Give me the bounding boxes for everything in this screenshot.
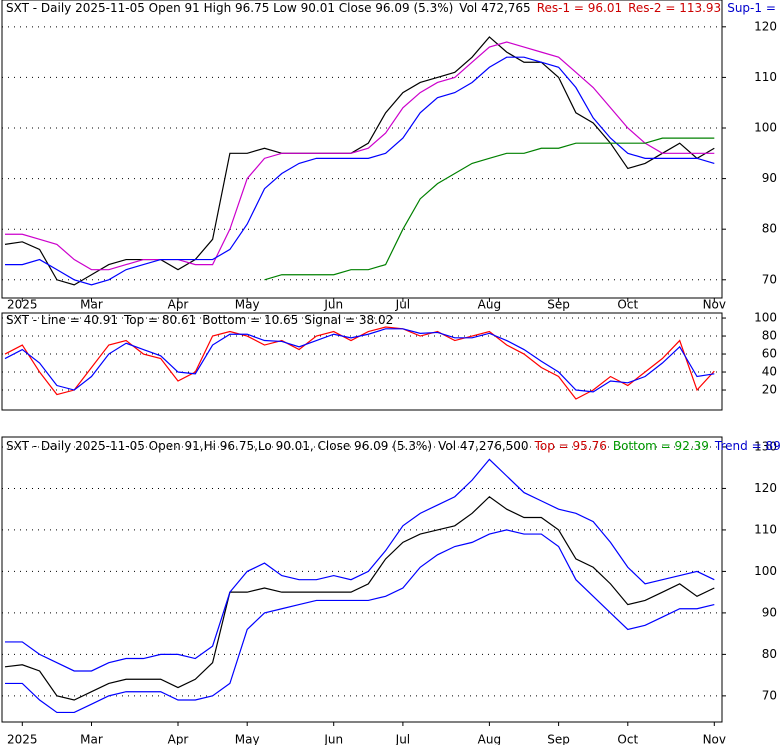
series-line bbox=[5, 41, 715, 271]
series-line bbox=[264, 137, 715, 281]
x-tick-label: Jul bbox=[395, 733, 410, 745]
x-tick-label: Jun bbox=[323, 733, 343, 745]
panel-header: SXT - Daily 2025-11-05 Open 91 High 96.7… bbox=[6, 1, 780, 15]
x-tick-label: Oct bbox=[617, 733, 638, 745]
y-tick-label: 120 bbox=[754, 19, 777, 33]
x-tick-label: Oct bbox=[617, 298, 638, 312]
series-line bbox=[5, 458, 715, 672]
y-tick-label: 80 bbox=[762, 647, 777, 661]
y-tick-label: 100 bbox=[754, 311, 777, 325]
y-tick-label: 70 bbox=[762, 688, 777, 702]
y-tick-label: 90 bbox=[762, 171, 777, 185]
header-item: Bottom = 10.65 bbox=[202, 313, 298, 327]
series-line bbox=[4, 36, 715, 286]
y-tick-label: 100 bbox=[754, 564, 777, 578]
y-tick-label: 40 bbox=[762, 365, 777, 379]
header-item: Sup-1 = 92.66 bbox=[727, 1, 780, 15]
y-tick-label: 130 bbox=[754, 439, 777, 453]
series-line bbox=[5, 56, 715, 286]
y-tick-label: 110 bbox=[754, 522, 777, 536]
panel-header: SXT - Daily 2025-11-05 Open 91,Hi 96.75,… bbox=[6, 439, 780, 453]
x-tick-label: Apr bbox=[168, 733, 189, 745]
header-item: SXT - Daily 2025-11-05 Open 91 High 96.7… bbox=[6, 1, 453, 15]
y-tick-label: 100 bbox=[754, 121, 777, 135]
panel-frame bbox=[1, 0, 723, 299]
header-item: Res-1 = 96.01 bbox=[537, 1, 622, 15]
y-tick-label: 60 bbox=[762, 347, 777, 361]
x-tick-label: Sep bbox=[547, 298, 570, 312]
x-tick-label: Mar bbox=[80, 298, 103, 312]
x-tick-label: Nov bbox=[703, 298, 726, 312]
y-tick-label: 80 bbox=[762, 329, 777, 343]
x-tick-label: May bbox=[235, 733, 260, 745]
x-tick-label: 2025 bbox=[7, 298, 38, 312]
header-item: Trend = 89.14 bbox=[714, 439, 780, 453]
x-tick-label: Aug bbox=[478, 733, 501, 745]
series-line bbox=[4, 328, 715, 393]
y-tick-label: 80 bbox=[762, 222, 777, 236]
x-tick-label: May bbox=[235, 298, 260, 312]
header-item: Res-2 = 113.93 bbox=[628, 1, 721, 15]
x-tick-label: 2025 bbox=[7, 733, 38, 745]
header-item: Vol 472,765 bbox=[459, 1, 530, 15]
y-tick-label: 120 bbox=[754, 481, 777, 495]
y-tick-label: 70 bbox=[762, 272, 777, 286]
x-tick-label: Aug bbox=[478, 298, 501, 312]
header-item: Top = 95.76 bbox=[534, 439, 607, 453]
y-tick-label: 110 bbox=[754, 70, 777, 84]
panel-header: SXT - Line = 40.91 Top = 80.61 Bottom = 10… bbox=[6, 313, 393, 327]
header-item: SXT - Line = 40.91 bbox=[6, 313, 118, 327]
panel-frame bbox=[1, 436, 723, 723]
panel-frame bbox=[1, 312, 723, 411]
x-tick-label: Jul bbox=[395, 298, 410, 312]
header-item: SXT - Daily 2025-11-05 Open 91,Hi 96.75,… bbox=[6, 439, 432, 453]
x-tick-label: Nov bbox=[703, 733, 726, 745]
y-tick-label: 20 bbox=[762, 383, 777, 397]
y-tick-label: 90 bbox=[762, 605, 777, 619]
x-tick-label: Jun bbox=[323, 298, 343, 312]
series-line bbox=[5, 529, 715, 714]
x-tick-label: Sep bbox=[547, 733, 570, 745]
x-tick-label: Apr bbox=[168, 298, 189, 312]
header-item: Bottom = 92.39 bbox=[613, 439, 709, 453]
header-item: Signal = 38.02 bbox=[304, 313, 393, 327]
header-item: Top = 80.61 bbox=[123, 313, 196, 327]
header-item: Vol 47,276,500 bbox=[438, 439, 528, 453]
x-tick-label: Mar bbox=[80, 733, 103, 745]
series-line bbox=[4, 495, 715, 701]
